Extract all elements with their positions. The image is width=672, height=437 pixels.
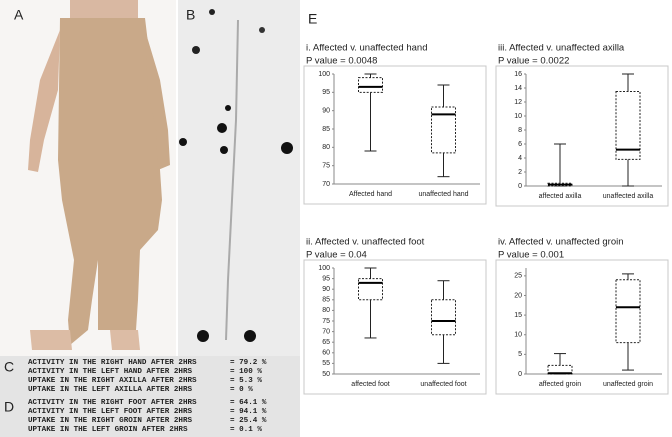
y-tick-label: 75 — [322, 163, 330, 170]
measurement-value: = 5.3 % — [230, 377, 262, 385]
y-tick-label: 80 — [322, 144, 330, 151]
measurement-label: ACTIVITY IN THE LEFT HAND AFTER 2HRS — [28, 368, 192, 376]
measurement-label: ACTIVITY IN THE RIGHT HAND AFTER 2HRS — [28, 359, 197, 367]
chart-title: iii. Affected v. unaffected axilla — [498, 43, 625, 54]
x-tick-label: unaffected groin — [603, 381, 653, 388]
panel-label: C — [4, 359, 14, 375]
y-tick-label: 70 — [322, 328, 330, 335]
measurement-value: = 0.1 % — [230, 426, 262, 434]
panel-label: E — [308, 11, 317, 27]
measurement-label: ACTIVITY IN THE RIGHT FOOT AFTER 2HRS — [28, 399, 197, 407]
x-tick-label: affected groin — [539, 381, 581, 388]
y-tick-label: 0 — [518, 183, 522, 190]
y-tick-label: 85 — [322, 126, 330, 133]
chart-title: iv. Affected v. unaffected groin — [498, 237, 624, 248]
y-tick-label: 10 — [514, 113, 522, 120]
y-tick-label: 50 — [322, 371, 330, 378]
y-tick-label: 25 — [514, 273, 522, 280]
measurement-value: = 94.1 % — [230, 408, 267, 416]
chart-frame — [303, 65, 487, 205]
y-tick-label: 15 — [514, 312, 522, 319]
chart-subtitle: P value = 0.0048 — [306, 56, 377, 67]
y-tick-label: 8 — [518, 127, 522, 134]
box — [615, 91, 641, 160]
x-tick-label: Affected hand — [349, 191, 392, 198]
y-tick-label: 60 — [322, 350, 330, 357]
chart-title: i. Affected v. unaffected hand — [306, 43, 427, 54]
chart-title: ii. Affected v. unaffected foot — [306, 237, 425, 248]
y-tick-label: 100 — [318, 265, 330, 272]
measurement-label: UPTAKE IN THE RIGHT GROIN AFTER 2HRS — [28, 417, 192, 425]
scan-b — [178, 0, 300, 356]
y-tick-label: 95 — [322, 89, 330, 96]
box — [358, 278, 383, 301]
photo-a — [0, 0, 176, 356]
y-tick-label: 4 — [518, 155, 522, 162]
y-tick-label: 95 — [322, 275, 330, 282]
x-tick-label: unaffected hand — [418, 191, 468, 198]
y-tick-label: 85 — [322, 297, 330, 304]
chart-subtitle: P value = 0.04 — [306, 250, 367, 261]
y-tick-label: 70 — [322, 181, 330, 188]
box — [431, 299, 456, 336]
measurement-label: UPTAKE IN THE LEFT AXILLA AFTER 2HRS — [28, 386, 192, 394]
x-tick-label: unaffected foot — [420, 381, 466, 388]
panel-label: A — [14, 7, 24, 23]
y-tick-label: 5 — [518, 351, 522, 358]
measurement-label: ACTIVITY IN THE LEFT FOOT AFTER 2HRS — [28, 408, 192, 416]
box — [615, 279, 641, 344]
y-tick-label: 2 — [518, 169, 522, 176]
panel-label: D — [4, 399, 14, 415]
y-tick-label: 10 — [514, 332, 522, 339]
y-tick-label: 90 — [322, 286, 330, 293]
measurement-value: = 25.4 % — [230, 417, 267, 425]
measurement-label: UPTAKE IN THE LEFT GROIN AFTER 2HRS — [28, 426, 188, 434]
measurement-value: = 0 % — [230, 386, 253, 394]
y-tick-label: 100 — [318, 71, 330, 78]
x-tick-label: affected foot — [351, 381, 389, 388]
measurement-value: = 64.1 % — [230, 399, 267, 407]
measurement-label: UPTAKE IN THE RIGHT AXILLA AFTER 2HRS — [28, 377, 197, 385]
panel-label: B — [186, 7, 195, 23]
measurement-value: = 100 % — [230, 368, 262, 376]
y-tick-label: 14 — [514, 85, 522, 92]
y-tick-label: 6 — [518, 141, 522, 148]
x-tick-label: unaffected axilla — [603, 193, 654, 200]
y-tick-label: 75 — [322, 318, 330, 325]
y-tick-label: 90 — [322, 108, 330, 115]
y-tick-label: 65 — [322, 339, 330, 346]
chart-subtitle: P value = 0.001 — [498, 250, 564, 261]
y-tick-label: 20 — [514, 292, 522, 299]
y-tick-label: 80 — [322, 307, 330, 314]
y-tick-label: 12 — [514, 99, 522, 106]
chart-subtitle: P value = 0.0022 — [498, 56, 569, 67]
text-panel-bg — [0, 356, 300, 437]
y-tick-label: 16 — [514, 71, 522, 78]
box — [547, 364, 573, 375]
y-tick-label: 0 — [518, 371, 522, 378]
measurement-value: = 79.2 % — [230, 359, 267, 367]
y-tick-label: 55 — [322, 360, 330, 367]
box — [358, 77, 383, 93]
x-tick-label: affected axilla — [539, 193, 582, 200]
